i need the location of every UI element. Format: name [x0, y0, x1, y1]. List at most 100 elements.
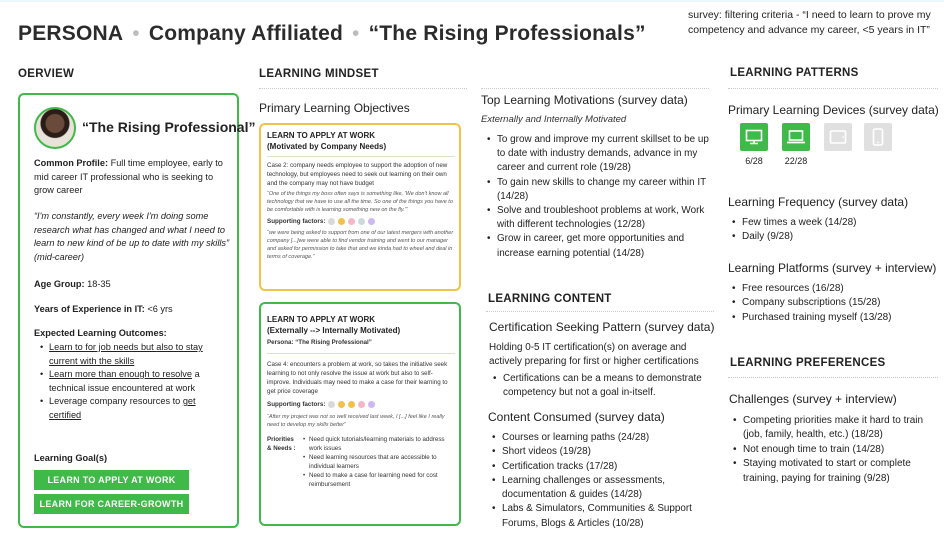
top-accent-line — [0, 0, 944, 2]
age-group: Age Group: 18-35 — [34, 278, 230, 292]
frequency-title: Learning Frequency (survey data) — [728, 195, 908, 209]
list-item: Solve and troubleshoot problems at work,… — [486, 204, 712, 232]
card1-content: LEARN TO APPLY AT WORK (Motivated by Com… — [267, 131, 455, 261]
challenges-list: Competing priorities make it hard to tra… — [732, 414, 936, 486]
list-item: Learn to for job needs but also to stay … — [40, 341, 228, 368]
supporting-label: Supporting factors: — [267, 218, 325, 225]
divider — [481, 88, 709, 89]
list-item: Leverage company resources to get certif… — [40, 395, 228, 422]
list-item: Learning challenges or assessments, docu… — [491, 474, 715, 503]
motivations-list: To grow and improve my current skillset … — [486, 133, 712, 261]
list-item: Not enough time to train (14/28) — [732, 443, 936, 457]
factor-icon — [328, 218, 335, 225]
preferences-heading: LEARNING PREFERENCES — [730, 357, 886, 369]
card1-quote: “One of the things my boss often says is… — [267, 190, 455, 214]
laptop-icon — [782, 123, 810, 151]
page-title: PERSONA • Company Affiliated • “The Rising P… — [18, 22, 646, 46]
card1-supporting-factors: Supporting factors: — [267, 218, 455, 225]
patterns-heading: LEARNING PATTERNS — [730, 67, 859, 79]
card2-persona: Persona: “The Rising Professional” — [267, 338, 455, 347]
card1-subtitle: (Motivated by Company Needs) — [267, 142, 455, 153]
outcome-text: Learn to for job needs but — [49, 342, 156, 352]
title-separator: • — [352, 22, 360, 45]
overview-heading: OERVIEW — [18, 68, 74, 80]
factor-icon — [338, 401, 345, 408]
divider — [267, 353, 455, 354]
years-value: <6 yrs — [147, 304, 172, 314]
card2-priorities: Priorities & Needs : • Need quick tutoria… — [267, 435, 455, 489]
outcomes-label: Expected Learning Outcomes: — [34, 327, 230, 341]
supporting-label: Supporting factors: — [267, 401, 325, 408]
list-item: Learn more than enough to resolve a tech… — [40, 368, 228, 395]
card2-case: Case 4: encounters a problem at work, so… — [267, 360, 455, 396]
years-label: Years of Experience in IT: — [34, 304, 145, 314]
factor-icon — [368, 401, 375, 408]
card2-supporting-factors: Supporting factors: — [267, 401, 455, 408]
tablet-icon — [824, 123, 852, 151]
list-item: Labs & Simulators, Communities & Support… — [491, 502, 715, 531]
title-persona: PERSONA — [18, 22, 123, 45]
goal-apply-at-work-button[interactable]: LEARN TO APPLY AT WORK — [34, 470, 189, 490]
title-rising-professionals: “The Rising Professionals” — [369, 22, 646, 45]
divider — [728, 377, 938, 378]
platforms-title: Learning Platforms (survey + interview) — [728, 261, 936, 275]
factor-icon — [348, 401, 355, 408]
common-profile: Common Profile: Full time employee, earl… — [34, 157, 230, 198]
desktop-icon — [740, 123, 768, 151]
priority-text: Need to make a case for learning need fo… — [309, 472, 438, 488]
factor-icon — [358, 401, 365, 408]
platforms-list: Free resources (16/28) Company subscript… — [731, 282, 936, 325]
card2-title: LEARN TO APPLY AT WORK — [267, 315, 455, 326]
phone-icon — [864, 123, 892, 151]
list-item: Company subscriptions (15/28) — [731, 296, 936, 310]
factor-icon — [338, 218, 345, 225]
priorities-list: • Need quick tutorials/learning materials… — [303, 435, 455, 489]
cert-title: Certification Seeking Pattern (survey da… — [489, 320, 714, 334]
list-item: To gain new skills to change my career w… — [486, 176, 712, 204]
card2-quote: “After my project was not so well receiv… — [267, 413, 455, 429]
list-item: To grow and improve my current skillset … — [486, 133, 712, 176]
list-item: Free resources (16/28) — [731, 282, 936, 296]
outcomes-label-text: Expected Learning Outcomes: — [34, 328, 167, 338]
list-item: Certifications can be a means to demonst… — [492, 372, 716, 400]
avatar — [34, 107, 76, 149]
title-separator: • — [132, 22, 140, 45]
goal-career-growth-button[interactable]: LEARN FOR CAREER-GROWTH — [34, 494, 189, 514]
motivations-title: Top Learning Motivations (survey data) — [481, 93, 688, 107]
objectives-title: Primary Learning Objectives — [259, 101, 410, 115]
factor-icon — [328, 401, 335, 408]
outcomes-list: Learn to for job needs but also to stay … — [40, 341, 228, 422]
list-item: • Need quick tutorials/learning materials… — [303, 435, 455, 453]
card2-subtitle: (Externally --> Internally Motivated) — [267, 326, 455, 337]
cert-text: Holding 0-5 IT certification(s) on avera… — [489, 341, 715, 369]
years-experience: Years of Experience in IT: <6 yrs — [34, 303, 230, 317]
list-item: Certification tracks (17/28) — [491, 460, 715, 474]
goals-label: Learning Goal(s) — [34, 452, 230, 466]
divider — [259, 88, 467, 89]
consumed-title: Content Consumed (survey data) — [488, 410, 665, 424]
priority-text: Need learning resources that are accessi… — [309, 454, 437, 470]
age-value: 18-35 — [87, 279, 111, 289]
card1-case: Case 2: company needs employee to suppor… — [267, 161, 455, 188]
outcome-text: Leverage company resources to — [49, 396, 183, 406]
motivations-subtitle: Externally and Internally Motivated — [481, 114, 626, 125]
factor-icon — [358, 218, 365, 225]
list-item: Daily (9/28) — [731, 230, 936, 244]
devices-title: Primary Learning Devices (survey data) — [728, 103, 939, 117]
priority-text: Need quick tutorials/learning materials … — [309, 436, 445, 452]
card2-content: LEARN TO APPLY AT WORK (Externally --> I… — [267, 315, 455, 489]
list-item: Grow in career, get more opportunities a… — [486, 232, 712, 260]
title-company-affiliated: Company Affiliated — [149, 22, 343, 45]
persona-quote: “I'm constantly, every week I'm doing so… — [34, 210, 230, 264]
content-heading: LEARNING CONTENT — [488, 293, 612, 305]
common-profile-label: Common Profile: — [34, 158, 108, 168]
consumed-list: Courses or learning paths (24/28) Short … — [491, 431, 715, 531]
goals-label-text: Learning Goal(s) — [34, 453, 107, 463]
cert-list: Certifications can be a means to demonst… — [492, 372, 716, 400]
card1-quote2: “we were being asked to support from one… — [267, 229, 455, 261]
challenges-title: Challenges (survey + interview) — [729, 392, 897, 406]
survey-filter-note: survey: filtering criteria - “I need to … — [688, 8, 942, 38]
desktop-count: 6/28 — [736, 156, 772, 166]
divider — [728, 88, 938, 89]
divider — [486, 311, 714, 312]
